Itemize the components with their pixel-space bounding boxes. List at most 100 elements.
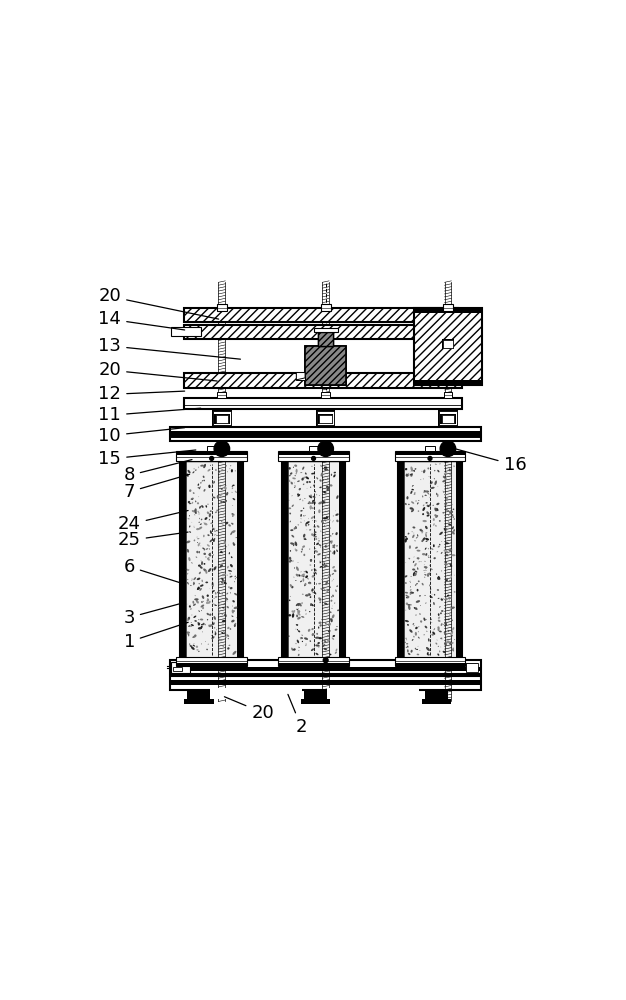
Ellipse shape bbox=[438, 620, 441, 622]
Ellipse shape bbox=[326, 590, 329, 592]
Ellipse shape bbox=[414, 571, 418, 573]
Ellipse shape bbox=[232, 513, 233, 515]
Ellipse shape bbox=[324, 589, 326, 591]
Ellipse shape bbox=[187, 573, 188, 575]
Ellipse shape bbox=[447, 640, 450, 643]
Ellipse shape bbox=[410, 586, 411, 587]
Ellipse shape bbox=[210, 530, 212, 534]
Ellipse shape bbox=[317, 553, 321, 555]
Ellipse shape bbox=[223, 541, 226, 545]
Text: 3: 3 bbox=[123, 604, 180, 627]
Ellipse shape bbox=[334, 544, 336, 546]
Ellipse shape bbox=[190, 608, 192, 610]
Ellipse shape bbox=[193, 645, 195, 647]
Ellipse shape bbox=[446, 613, 448, 614]
Ellipse shape bbox=[205, 556, 207, 558]
Circle shape bbox=[318, 441, 334, 456]
Ellipse shape bbox=[449, 584, 451, 585]
Text: 20: 20 bbox=[98, 287, 218, 319]
Ellipse shape bbox=[418, 580, 419, 582]
Ellipse shape bbox=[201, 519, 202, 520]
Ellipse shape bbox=[199, 551, 200, 553]
Ellipse shape bbox=[447, 619, 449, 620]
Ellipse shape bbox=[303, 575, 304, 577]
Ellipse shape bbox=[424, 495, 426, 496]
Ellipse shape bbox=[202, 580, 203, 582]
Ellipse shape bbox=[195, 508, 197, 512]
Ellipse shape bbox=[214, 534, 215, 536]
Ellipse shape bbox=[295, 473, 297, 474]
Ellipse shape bbox=[433, 518, 435, 521]
Ellipse shape bbox=[198, 610, 200, 612]
Ellipse shape bbox=[414, 573, 417, 576]
Ellipse shape bbox=[289, 481, 290, 482]
Ellipse shape bbox=[192, 471, 195, 473]
Ellipse shape bbox=[316, 520, 317, 522]
Ellipse shape bbox=[443, 476, 445, 478]
Ellipse shape bbox=[297, 612, 300, 616]
Ellipse shape bbox=[332, 545, 335, 548]
Ellipse shape bbox=[407, 624, 409, 626]
Ellipse shape bbox=[418, 559, 419, 560]
Ellipse shape bbox=[221, 582, 223, 584]
Ellipse shape bbox=[197, 649, 198, 651]
Ellipse shape bbox=[427, 652, 429, 655]
Bar bbox=[444, 392, 453, 398]
Ellipse shape bbox=[200, 486, 201, 487]
Ellipse shape bbox=[295, 574, 299, 577]
Ellipse shape bbox=[309, 501, 311, 504]
Ellipse shape bbox=[295, 643, 297, 644]
Ellipse shape bbox=[188, 501, 190, 503]
Ellipse shape bbox=[319, 479, 322, 482]
Ellipse shape bbox=[330, 611, 332, 613]
Bar bbox=[438, 410, 458, 426]
Ellipse shape bbox=[200, 585, 203, 587]
Ellipse shape bbox=[206, 602, 208, 604]
Ellipse shape bbox=[295, 526, 297, 529]
Ellipse shape bbox=[201, 601, 203, 603]
Ellipse shape bbox=[297, 617, 300, 620]
Bar bbox=[173, 667, 182, 671]
Ellipse shape bbox=[302, 635, 303, 636]
Ellipse shape bbox=[314, 531, 317, 533]
Ellipse shape bbox=[232, 610, 234, 613]
Ellipse shape bbox=[321, 472, 323, 477]
Ellipse shape bbox=[208, 644, 209, 645]
Ellipse shape bbox=[207, 558, 210, 561]
Ellipse shape bbox=[310, 596, 311, 598]
Bar bbox=[170, 680, 481, 685]
Ellipse shape bbox=[213, 539, 215, 542]
Ellipse shape bbox=[200, 566, 203, 569]
Ellipse shape bbox=[207, 594, 209, 597]
Ellipse shape bbox=[228, 586, 230, 588]
Ellipse shape bbox=[433, 505, 434, 506]
Ellipse shape bbox=[437, 589, 439, 591]
Ellipse shape bbox=[194, 620, 197, 622]
Ellipse shape bbox=[298, 630, 300, 632]
Ellipse shape bbox=[435, 515, 438, 518]
Bar bbox=[278, 657, 349, 666]
Ellipse shape bbox=[201, 624, 203, 625]
Ellipse shape bbox=[222, 607, 225, 608]
Ellipse shape bbox=[198, 627, 202, 629]
Ellipse shape bbox=[423, 618, 426, 621]
Ellipse shape bbox=[197, 622, 200, 625]
Ellipse shape bbox=[419, 613, 421, 615]
Circle shape bbox=[312, 456, 316, 460]
Ellipse shape bbox=[235, 623, 236, 626]
Ellipse shape bbox=[300, 604, 302, 607]
Ellipse shape bbox=[199, 572, 201, 574]
Ellipse shape bbox=[302, 548, 303, 550]
Ellipse shape bbox=[320, 566, 322, 568]
Ellipse shape bbox=[431, 548, 433, 550]
Bar bbox=[394, 663, 465, 666]
Ellipse shape bbox=[409, 581, 411, 582]
Ellipse shape bbox=[309, 549, 310, 550]
Bar bbox=[278, 663, 349, 666]
Text: 1: 1 bbox=[123, 622, 188, 651]
Ellipse shape bbox=[419, 529, 423, 532]
Ellipse shape bbox=[433, 602, 435, 605]
Ellipse shape bbox=[188, 470, 190, 473]
Ellipse shape bbox=[215, 631, 216, 633]
Ellipse shape bbox=[310, 559, 312, 562]
